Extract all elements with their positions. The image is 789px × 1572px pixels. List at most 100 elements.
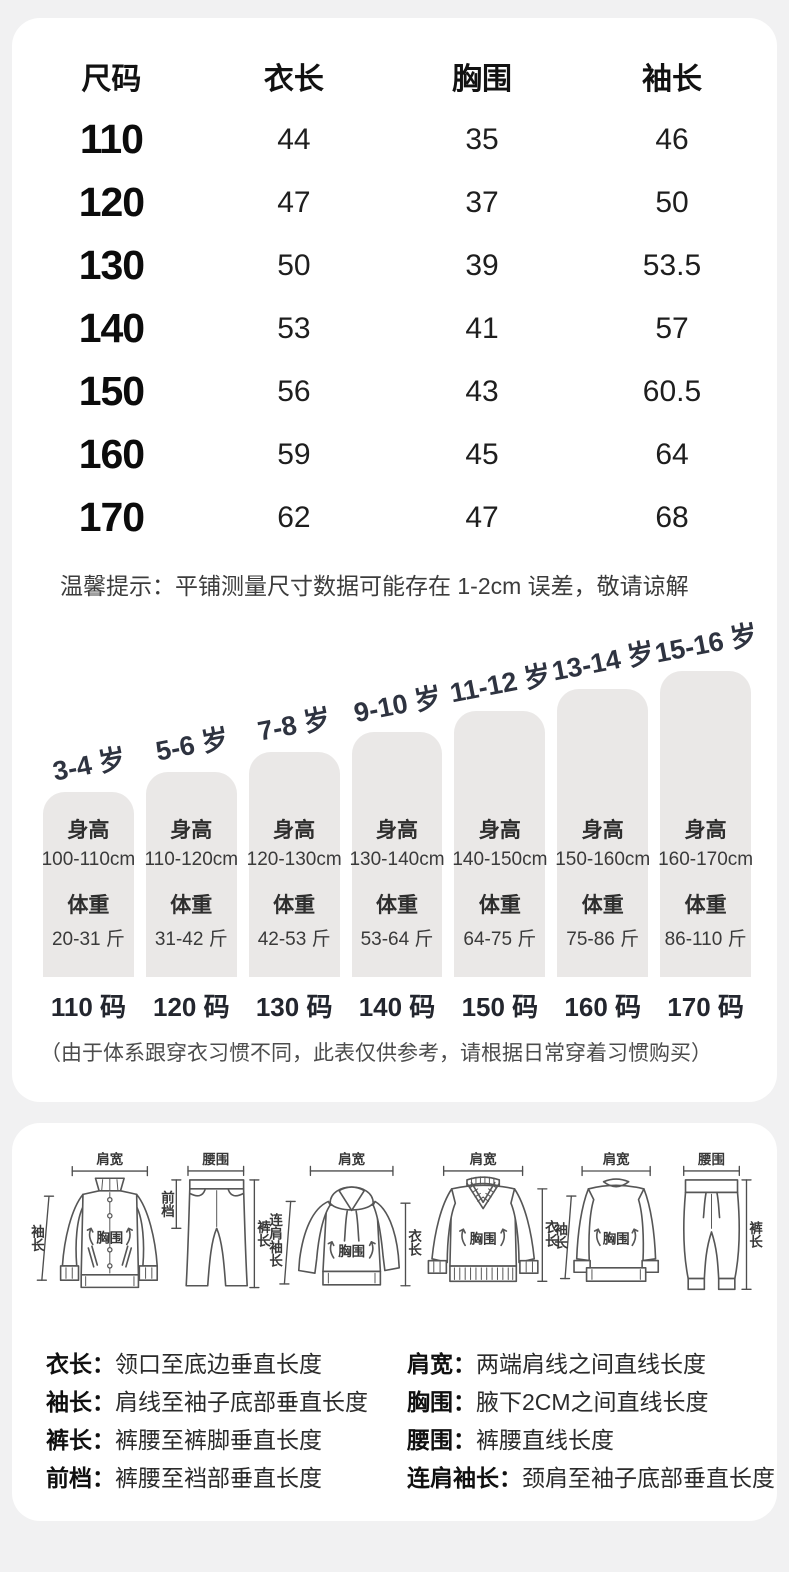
col-header-sleeve: 袖长 (642, 63, 702, 96)
age-column: 15-16 岁 身高 160-170cm 体重 86-110 斤 (652, 619, 760, 977)
definition-row: 袖长：肩线至袖子底部垂直长度 (46, 1383, 407, 1421)
height-label: 身高 (273, 819, 316, 842)
cell-size: 130 (78, 242, 145, 288)
garment-length-label: 衣长 (406, 1228, 422, 1257)
age-bar: 身高 100-110cm 体重 20-31 斤 (41, 792, 136, 977)
cell-sleeve: 57 (655, 311, 689, 345)
sweatshirt-diagram: 肩宽 胸围 袖长 (552, 1151, 660, 1283)
definition-desc: 领口至底边垂直长度 (115, 1351, 322, 1377)
joggers-diagram: 腰围 裤长 (682, 1152, 763, 1291)
cell-chest: 39 (465, 248, 499, 282)
age-column: 9-10 岁 身高 130-140cm 体重 53-64 斤 (349, 682, 445, 977)
waist-label: 腰围 (201, 1152, 229, 1167)
cell-size: 150 (78, 368, 145, 414)
cell-chest: 37 (465, 185, 499, 219)
cell-length: 47 (277, 185, 311, 219)
definitions-left: 衣长：领口至底边垂直长度 袖长：肩线至袖子底部垂直长度 裤长：裤腰至裤脚垂直长度… (46, 1345, 407, 1497)
height-label: 身高 (170, 819, 213, 842)
measure-definitions: 衣长：领口至底边垂直长度 袖长：肩线至袖子底部垂直长度 裤长：裤腰至裤脚垂直长度… (32, 1345, 775, 1497)
waist-label: 腰围 (697, 1152, 725, 1167)
height-range: 110-120cm (144, 849, 239, 870)
height-range: 120-130cm (246, 849, 342, 870)
definition-desc: 腋下2CM之间直线长度 (476, 1389, 709, 1415)
age-label: 3-4 岁 (49, 743, 128, 787)
weight-label: 体重 (581, 894, 624, 917)
size-table: 尺码 衣长 胸围 袖长 110 44 35 46 120 47 37 50 13… (12, 48, 777, 549)
pants-diagram: 腰围 前档 裤长 (159, 1152, 271, 1289)
cell-sleeve: 53.5 (642, 248, 702, 282)
weight-range: 20-31 斤 (51, 929, 125, 950)
col-header-size: 尺码 (81, 63, 142, 96)
definition-row: 前档：裤腰至裆部垂直长度 (46, 1459, 407, 1497)
chest-label: 胸围 (338, 1243, 365, 1259)
measure-tip: 温馨提示：平铺测量尺寸数据可能存在 1-2cm 误差，敬请谅解 (60, 573, 689, 599)
cell-chest: 35 (465, 122, 499, 156)
cell-length: 44 (277, 122, 311, 156)
cell-length: 56 (277, 374, 311, 408)
size-table-header: 尺码 衣长 胸围 袖长 (22, 48, 767, 104)
table-row: 140 53 41 57 (22, 297, 767, 360)
weight-label: 体重 (684, 894, 727, 917)
height-label: 身高 (478, 819, 521, 842)
age-label: 13-14 岁 (549, 637, 657, 687)
definition-term: 胸围： (407, 1389, 476, 1415)
front-rise-label: 前档 (159, 1190, 175, 1219)
age-label: 5-6 岁 (152, 723, 231, 767)
height-range: 100-110cm (41, 849, 136, 870)
definitions-right: 肩宽：两端肩线之间直线长度 胸围：腋下2CM之间直线长度 腰围：裤腰直线长度 连… (407, 1345, 775, 1497)
weight-label: 体重 (273, 894, 316, 917)
size-code: 160 码 (564, 992, 642, 1022)
definition-term: 腰围： (407, 1427, 476, 1453)
definition-term: 前档： (46, 1465, 115, 1491)
cell-sleeve: 50 (655, 185, 689, 219)
height-range: 150-160cm (555, 849, 651, 870)
definition-desc: 裤腰直线长度 (476, 1427, 614, 1453)
weight-range: 86-110 斤 (664, 929, 747, 950)
cell-size: 160 (78, 431, 145, 477)
weight-range: 53-64 斤 (360, 929, 434, 950)
weight-label: 体重 (376, 894, 418, 917)
weight-label: 体重 (478, 894, 521, 917)
definition-term: 衣长： (46, 1351, 115, 1377)
definition-row: 肩宽：两端肩线之间直线长度 (407, 1345, 775, 1383)
col-header-length: 衣长 (263, 63, 324, 96)
cell-chest: 41 (465, 311, 499, 345)
shoulder-width-label: 肩宽 (338, 1151, 365, 1167)
height-label: 身高 (684, 819, 727, 842)
age-bar: 身高 130-140cm 体重 53-64 斤 (349, 732, 445, 977)
age-label: 9-10 岁 (351, 681, 444, 729)
height-range: 130-140cm (349, 849, 445, 870)
definition-term: 肩宽： (407, 1351, 476, 1377)
garment-diagrams: 肩宽 胸围 袖长 (29, 1151, 763, 1301)
weight-range: 75-86 斤 (566, 929, 640, 950)
age-column: 13-14 岁 身高 150-160cm 体重 75-86 斤 (550, 637, 657, 977)
cell-chest: 45 (465, 437, 499, 471)
reference-note: （由于体系跟穿衣习惯不同，此表仅供参考，请根据日常穿着习惯购买） (40, 1042, 712, 1065)
definition-row: 胸围：腋下2CM之间直线长度 (407, 1383, 775, 1421)
col-header-chest: 胸围 (452, 63, 513, 96)
definition-term: 袖长： (46, 1389, 115, 1415)
chest-label: 胸围 (603, 1231, 630, 1247)
table-row: 120 47 37 50 (22, 171, 767, 234)
cell-length: 62 (277, 500, 311, 534)
table-row: 130 50 39 53.5 (22, 234, 767, 297)
table-row: 160 59 45 64 (22, 423, 767, 486)
age-label: 11-12 岁 (447, 659, 554, 709)
age-bar: 身高 150-160cm 体重 75-86 斤 (555, 689, 651, 977)
definition-desc: 颈肩至袖子底部垂直长度 (522, 1465, 775, 1491)
cell-sleeve: 64 (655, 437, 689, 471)
definition-desc: 裤腰至裆部垂直长度 (115, 1465, 322, 1491)
weight-range: 42-53 斤 (257, 929, 331, 950)
garment-length-label: 衣长 (543, 1219, 559, 1248)
table-row: 150 56 43 60.5 (22, 360, 767, 423)
weight-range: 64-75 斤 (463, 929, 537, 950)
height-range: 160-170cm (658, 849, 754, 870)
chest-label: 胸围 (96, 1230, 123, 1246)
cell-sleeve: 68 (655, 500, 689, 534)
height-range: 140-150cm (452, 849, 548, 870)
cell-sleeve: 60.5 (642, 374, 702, 408)
height-label: 身高 (67, 819, 110, 842)
age-column: 5-6 岁 身高 110-120cm 体重 31-42 斤 (144, 723, 239, 977)
cell-sleeve: 46 (655, 122, 689, 156)
age-size-chart: 3-4 岁 身高 100-110cm 体重 20-31 斤 5-6 岁 身高 1… (12, 619, 777, 977)
